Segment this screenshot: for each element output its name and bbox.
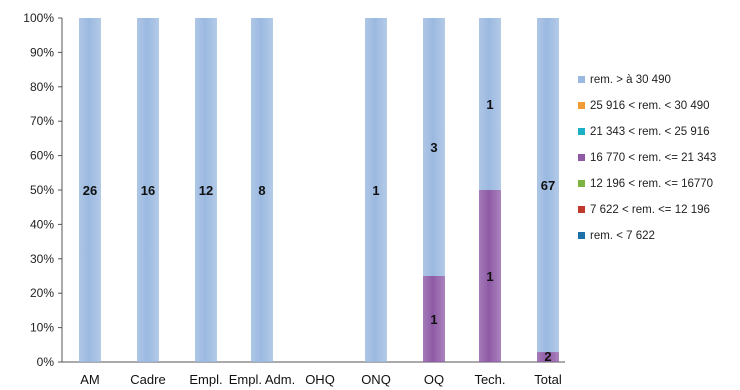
legend-swatch xyxy=(578,180,585,187)
x-tick-label: ONQ xyxy=(361,372,391,387)
legend-swatch xyxy=(578,102,585,109)
bars xyxy=(79,18,559,362)
bar-segment xyxy=(79,18,101,362)
data-label: 2 xyxy=(544,349,551,364)
data-label: 3 xyxy=(430,140,437,155)
y-tick-label: 20% xyxy=(30,286,54,300)
legend-label: 7 622 < rem. <= 12 196 xyxy=(590,204,710,216)
x-tick-label: Tech. xyxy=(474,372,505,387)
y-tick-label: 70% xyxy=(30,114,54,128)
legend-label: 12 196 < rem. <= 16770 xyxy=(590,178,713,190)
bar-segment xyxy=(423,276,445,362)
x-tick-label: OHQ xyxy=(305,372,335,387)
bar-segment xyxy=(537,352,559,362)
legend-swatch xyxy=(578,128,585,135)
bar-segment xyxy=(479,190,501,362)
bar-segment xyxy=(537,18,559,353)
legend-label: rem. < 7 622 xyxy=(590,230,655,242)
bar-segment xyxy=(195,18,217,362)
y-tick-label: 30% xyxy=(30,252,54,266)
data-label: 26 xyxy=(83,183,97,198)
bar-segment xyxy=(137,18,159,362)
x-tick-label: Cadre xyxy=(130,372,165,387)
data-label: 8 xyxy=(258,183,265,198)
legend-label: 16 770 < rem. <= 21 343 xyxy=(590,152,716,164)
data-label: 1 xyxy=(372,183,379,198)
data-label: 1 xyxy=(486,269,493,284)
y-tick-label: 40% xyxy=(30,217,54,231)
y-tick-label: 60% xyxy=(30,149,54,163)
y-tick-label: 10% xyxy=(30,321,54,335)
x-tick-label: Empl. xyxy=(189,372,222,387)
data-label: 16 xyxy=(141,183,155,198)
data-label: 1 xyxy=(430,312,437,327)
legend-label: 21 343 < rem. < 25 916 xyxy=(590,126,710,138)
legend-swatch xyxy=(578,154,585,161)
data-label: 12 xyxy=(199,183,213,198)
legend-swatch xyxy=(578,76,585,83)
bar-segment xyxy=(423,18,445,276)
bar-segment xyxy=(251,18,273,362)
y-tick-label: 0% xyxy=(37,355,55,369)
legend: rem. > à 30 490 25 916 < rem. < 30 490 21 … xyxy=(578,74,716,242)
legend-label: 25 916 < rem. < 30 490 xyxy=(590,100,710,112)
y-tick-label: 80% xyxy=(30,80,54,94)
y-tick-label: 50% xyxy=(30,183,54,197)
legend-swatch xyxy=(578,232,585,239)
axes: 0% 10% 20% 30% 40% 50% 60% 70% 80% 90% 100% AM Cadre… xyxy=(23,11,565,387)
bar-segment xyxy=(365,18,387,362)
data-label: 1 xyxy=(486,97,493,112)
data-label: 67 xyxy=(541,178,555,193)
x-tick-label: OQ xyxy=(424,372,444,387)
bar-segment xyxy=(479,18,501,190)
x-tick-label: Empl. Adm. xyxy=(229,372,295,387)
y-tick-label: 100% xyxy=(23,11,54,25)
legend-swatch xyxy=(578,206,585,213)
x-tick-label: AM xyxy=(80,372,100,387)
y-tick-label: 90% xyxy=(30,45,54,59)
legend-label: rem. > à 30 490 xyxy=(590,74,671,86)
x-tick-label: Total xyxy=(534,372,562,387)
